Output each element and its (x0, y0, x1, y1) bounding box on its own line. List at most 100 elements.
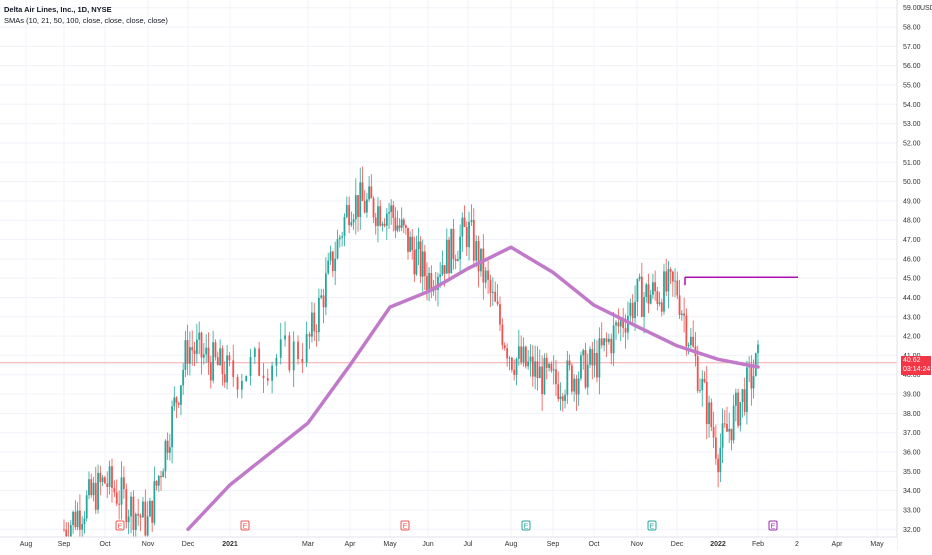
candle-body (723, 423, 726, 425)
candle-body (680, 313, 683, 315)
candle-body (522, 346, 525, 363)
candle-body (719, 447, 722, 473)
candle-body (470, 219, 473, 222)
candle-body (361, 182, 364, 201)
candle-body (674, 280, 676, 282)
candle-body (221, 348, 224, 375)
sma-line (186, 245, 760, 532)
sma-100-line (186, 245, 760, 532)
candle-body (573, 378, 576, 392)
candle-body (219, 348, 222, 366)
time-tick-label: Apr (345, 541, 357, 548)
candle-body (443, 265, 446, 274)
price-tick-label: 45.00 (903, 276, 921, 283)
candle-body (566, 360, 569, 395)
candle-body (423, 251, 426, 277)
candle-body (236, 377, 239, 390)
candle-body (465, 226, 468, 248)
candle-body (320, 295, 323, 298)
candle-body (741, 389, 744, 403)
candle-body (88, 479, 90, 496)
candle-body (598, 338, 601, 378)
time-axis-bg (0, 537, 897, 550)
time-tick-label: May (383, 541, 397, 548)
candle-body (106, 483, 109, 487)
candle-body (575, 378, 578, 395)
candle-body (482, 248, 485, 283)
candle-body (184, 340, 187, 370)
time-tick-label: Aug (505, 541, 518, 548)
event-marker: E (521, 520, 531, 531)
time-tick-label: Dec (182, 541, 195, 548)
candle-body (200, 332, 203, 358)
candle-body (645, 284, 648, 298)
time-tick-label: Dec (671, 541, 684, 548)
candle-body (527, 361, 530, 367)
candle-body (191, 347, 194, 351)
candle-body (541, 366, 544, 395)
candle-body (72, 511, 74, 526)
candle-body (450, 228, 453, 274)
current-price-badge: 40.62 03:14:24 (901, 355, 931, 375)
price-axis-bg (897, 0, 932, 550)
time-tick-label: Jun (422, 541, 433, 548)
candle-body (428, 272, 431, 291)
event-badge (240, 520, 250, 531)
candle-body (120, 477, 123, 505)
candle-body (81, 524, 84, 530)
candle-body (452, 228, 455, 260)
time-tick-label: 2022 (710, 541, 726, 548)
candle-body (144, 501, 147, 536)
candle-body (132, 496, 135, 531)
candle-body (656, 291, 659, 304)
candle-body (663, 271, 665, 312)
price-tick-label: 54.00 (903, 102, 921, 109)
candle-body (654, 282, 657, 292)
candle-body (640, 276, 643, 317)
candle-body (472, 219, 475, 261)
candle-body (74, 511, 77, 528)
candle-body (665, 271, 668, 292)
candle-body (520, 346, 523, 363)
candle-body (322, 295, 325, 308)
candle-body (717, 458, 720, 473)
candle-body (448, 239, 450, 274)
time-tick-label: Feb (752, 541, 764, 548)
candle-body (624, 328, 627, 333)
candle-body (383, 223, 386, 226)
candle-body (292, 341, 295, 371)
candle-body (253, 348, 256, 357)
candle-body (503, 345, 506, 349)
candle-body (484, 270, 487, 283)
candle-body (513, 369, 516, 375)
candle-body (559, 396, 562, 400)
candle-body (266, 378, 269, 381)
time-tick-label: 2021 (222, 541, 238, 548)
candle-body (622, 320, 625, 329)
candle-body (343, 216, 346, 237)
candle-body (279, 339, 282, 358)
candle-body (501, 324, 504, 346)
price-tick-label: 44.00 (903, 295, 921, 302)
candle-body (603, 338, 606, 346)
candle-body (610, 338, 613, 354)
candle-body (94, 482, 97, 510)
candle-body (379, 206, 382, 226)
candle-body (461, 217, 464, 237)
price-tick-label: 50.00 (903, 179, 921, 186)
price-tick-label: 34.00 (903, 488, 921, 495)
candle-body (730, 428, 733, 441)
candle-body (627, 315, 629, 333)
candle-body (475, 241, 478, 261)
price-tick-label: 43.00 (903, 314, 921, 321)
candle-body (494, 291, 497, 302)
candles (63, 166, 759, 555)
candle-body (315, 331, 318, 333)
candle-body (308, 333, 311, 337)
candle-body (198, 332, 201, 340)
candle-body (115, 492, 118, 504)
event-badge (521, 520, 531, 531)
candle-body (692, 336, 695, 347)
